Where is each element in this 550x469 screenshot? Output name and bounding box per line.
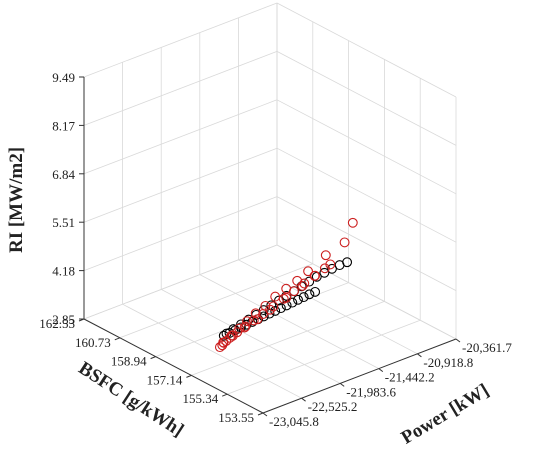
grid-line-floor [227, 319, 421, 395]
data-point [299, 278, 310, 289]
data-point [218, 337, 229, 348]
grid-line-floor [238, 259, 418, 355]
grid-lines [83, 2, 457, 414]
data-point [281, 300, 292, 311]
grid-line-floor [276, 244, 457, 340]
grid-line-floor [83, 244, 278, 320]
x-tick-label: -21,983.6 [346, 384, 396, 399]
grid-line-floor [122, 303, 302, 399]
x-tick-label: -21,442.2 [385, 370, 435, 385]
grid-line-wall [276, 196, 457, 291]
data-point [227, 330, 238, 341]
z-tick-label: 2.85 [52, 312, 75, 327]
y-tick-mark [222, 393, 228, 397]
x-tick-label: -20,361.7 [462, 340, 512, 355]
data-point [265, 304, 276, 315]
z-tick-label: 8.17 [52, 118, 75, 133]
series-1 [214, 217, 358, 353]
y-tick-label: 153.55 [218, 410, 254, 425]
data-point [310, 270, 321, 281]
grid-line-wall [83, 2, 278, 78]
x-tick-mark [417, 353, 422, 358]
data-point [289, 286, 299, 297]
y-tick-label: 157.14 [147, 372, 183, 387]
y-tick-label: 158.94 [111, 354, 147, 369]
y-tick-label: 162.53 [39, 316, 75, 331]
grid-line-wall [276, 51, 457, 146]
y-axis-label: BSFC [g/kWh] [75, 358, 188, 441]
data-point [275, 303, 286, 314]
y-tick-mark [186, 374, 192, 378]
x-tick-label: -22,525.2 [308, 399, 358, 414]
data-point [297, 280, 308, 291]
data-point [339, 237, 350, 248]
data-point [292, 275, 303, 286]
grid-line-floor [119, 263, 313, 339]
z-tick-label: 6.84 [52, 167, 75, 182]
data-point [293, 294, 303, 305]
x-tick-mark [455, 338, 461, 343]
data-point [320, 250, 331, 261]
data-series [214, 217, 358, 353]
data-point [304, 289, 315, 300]
grid-line-wall [276, 99, 457, 195]
data-point [347, 217, 358, 228]
x-tick-mark [339, 382, 345, 387]
grid-line-wall [83, 99, 278, 175]
data-point [240, 321, 251, 332]
data-point [298, 292, 309, 303]
x-tick-label: -23,045.8 [269, 414, 319, 429]
y-tick-label: 155.34 [182, 391, 218, 406]
x-tick-mark [378, 368, 384, 373]
y-tick-mark [150, 356, 156, 360]
grid-line-floor [155, 282, 349, 357]
grid-line-floor [199, 274, 379, 369]
z-tick-label: 5.51 [52, 215, 75, 230]
data-point [287, 297, 298, 308]
grid-line-wall [276, 2, 457, 98]
z-tick-label: 4.18 [52, 264, 75, 279]
grid-line-floor [161, 289, 341, 384]
x-tick-label: -20,918.8 [423, 355, 473, 370]
x-axis-line [262, 338, 457, 414]
data-point [268, 301, 279, 312]
data-point [266, 300, 277, 311]
data-point [239, 322, 250, 333]
grid-line-wall [276, 147, 457, 243]
data-point [342, 257, 353, 268]
data-point [242, 316, 252, 327]
z-tick-label: 9.49 [52, 70, 75, 85]
y-tick-label: 160.73 [75, 335, 111, 350]
data-point [224, 332, 235, 343]
y-tick-mark [114, 337, 120, 341]
data-point [281, 292, 292, 303]
data-point [258, 309, 269, 319]
y-tick-mark [257, 412, 264, 416]
grid-line-floor [191, 301, 385, 376]
grid-line-wall [83, 147, 278, 223]
x-tick-mark [262, 412, 268, 417]
y-tick-mark [78, 318, 85, 322]
grid-line-wall [83, 51, 278, 126]
axis-lines [78, 76, 461, 417]
grid-line-wall [83, 196, 278, 271]
y-axis-line [83, 318, 264, 414]
data-point [252, 314, 263, 325]
data-point [303, 266, 314, 277]
z-axis-label: RI [MW/m2] [6, 147, 27, 253]
x-tick-mark [301, 397, 306, 402]
data-point [310, 286, 321, 297]
data-point [319, 267, 330, 278]
data-point [325, 259, 336, 270]
data-point [250, 308, 261, 319]
x-axis-label: Power [kW] [398, 380, 493, 449]
